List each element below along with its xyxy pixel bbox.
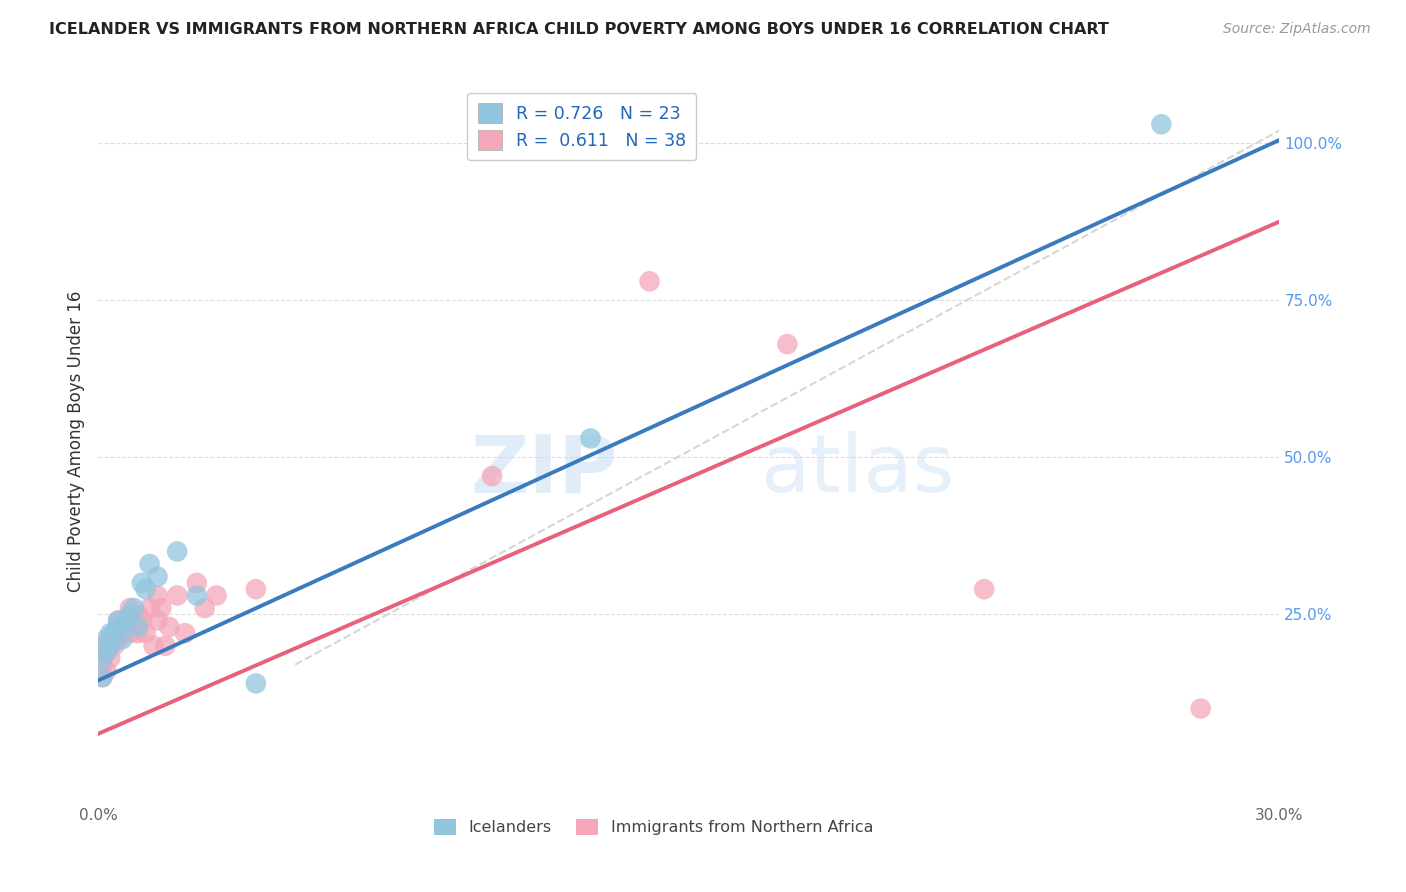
Point [166, 589, 188, 603]
Point [96, 645, 118, 659]
Point [91, 651, 114, 665]
Point [186, 589, 208, 603]
Point [96, 645, 118, 659]
Point [107, 632, 129, 647]
Point [91, 670, 114, 684]
Point [150, 601, 173, 615]
Point [131, 614, 153, 628]
Point [118, 626, 141, 640]
Point [96, 664, 118, 678]
Point [1189, 701, 1212, 715]
Point [118, 607, 141, 622]
Point [142, 639, 165, 653]
Point [579, 431, 602, 445]
Point [174, 626, 197, 640]
Point [135, 626, 157, 640]
Point [98, 639, 121, 653]
Point [96, 632, 118, 647]
Point [245, 582, 267, 597]
Point [107, 614, 129, 628]
Y-axis label: Child Poverty Among Boys Under 16: Child Poverty Among Boys Under 16 [66, 291, 84, 592]
Point [91, 639, 114, 653]
Point [776, 337, 799, 351]
Point [166, 544, 188, 558]
Point [155, 639, 177, 653]
Text: Source: ZipAtlas.com: Source: ZipAtlas.com [1223, 22, 1371, 37]
Point [146, 589, 169, 603]
Point [131, 575, 153, 590]
Point [122, 601, 145, 615]
Point [127, 607, 149, 622]
Point [122, 620, 145, 634]
Point [118, 601, 141, 615]
Text: atlas: atlas [759, 432, 955, 509]
Point [111, 626, 134, 640]
Point [103, 639, 125, 653]
Point [1150, 117, 1173, 131]
Point [103, 626, 125, 640]
Point [127, 626, 149, 640]
Point [115, 620, 138, 634]
Point [973, 582, 995, 597]
Point [91, 657, 114, 672]
Point [186, 575, 208, 590]
Text: ZIP: ZIP [471, 432, 619, 509]
Text: ICELANDER VS IMMIGRANTS FROM NORTHERN AFRICA CHILD POVERTY AMONG BOYS UNDER 16 C: ICELANDER VS IMMIGRANTS FROM NORTHERN AF… [49, 22, 1109, 37]
Point [91, 670, 114, 684]
Point [138, 557, 160, 571]
Point [146, 569, 169, 583]
Point [98, 651, 121, 665]
Point [135, 582, 157, 597]
Point [107, 614, 129, 628]
Point [157, 620, 180, 634]
Point [98, 626, 121, 640]
Point [146, 614, 169, 628]
Point [103, 626, 125, 640]
Point [205, 589, 228, 603]
Point [111, 632, 134, 647]
Point [245, 676, 267, 690]
Legend: Icelanders, Immigrants from Northern Africa: Icelanders, Immigrants from Northern Afr… [427, 813, 880, 842]
Point [98, 632, 121, 647]
Point [115, 614, 138, 628]
Point [107, 620, 129, 634]
Point [194, 601, 217, 615]
Point [481, 469, 503, 483]
Point [127, 620, 149, 634]
Point [138, 601, 160, 615]
Point [638, 274, 661, 288]
